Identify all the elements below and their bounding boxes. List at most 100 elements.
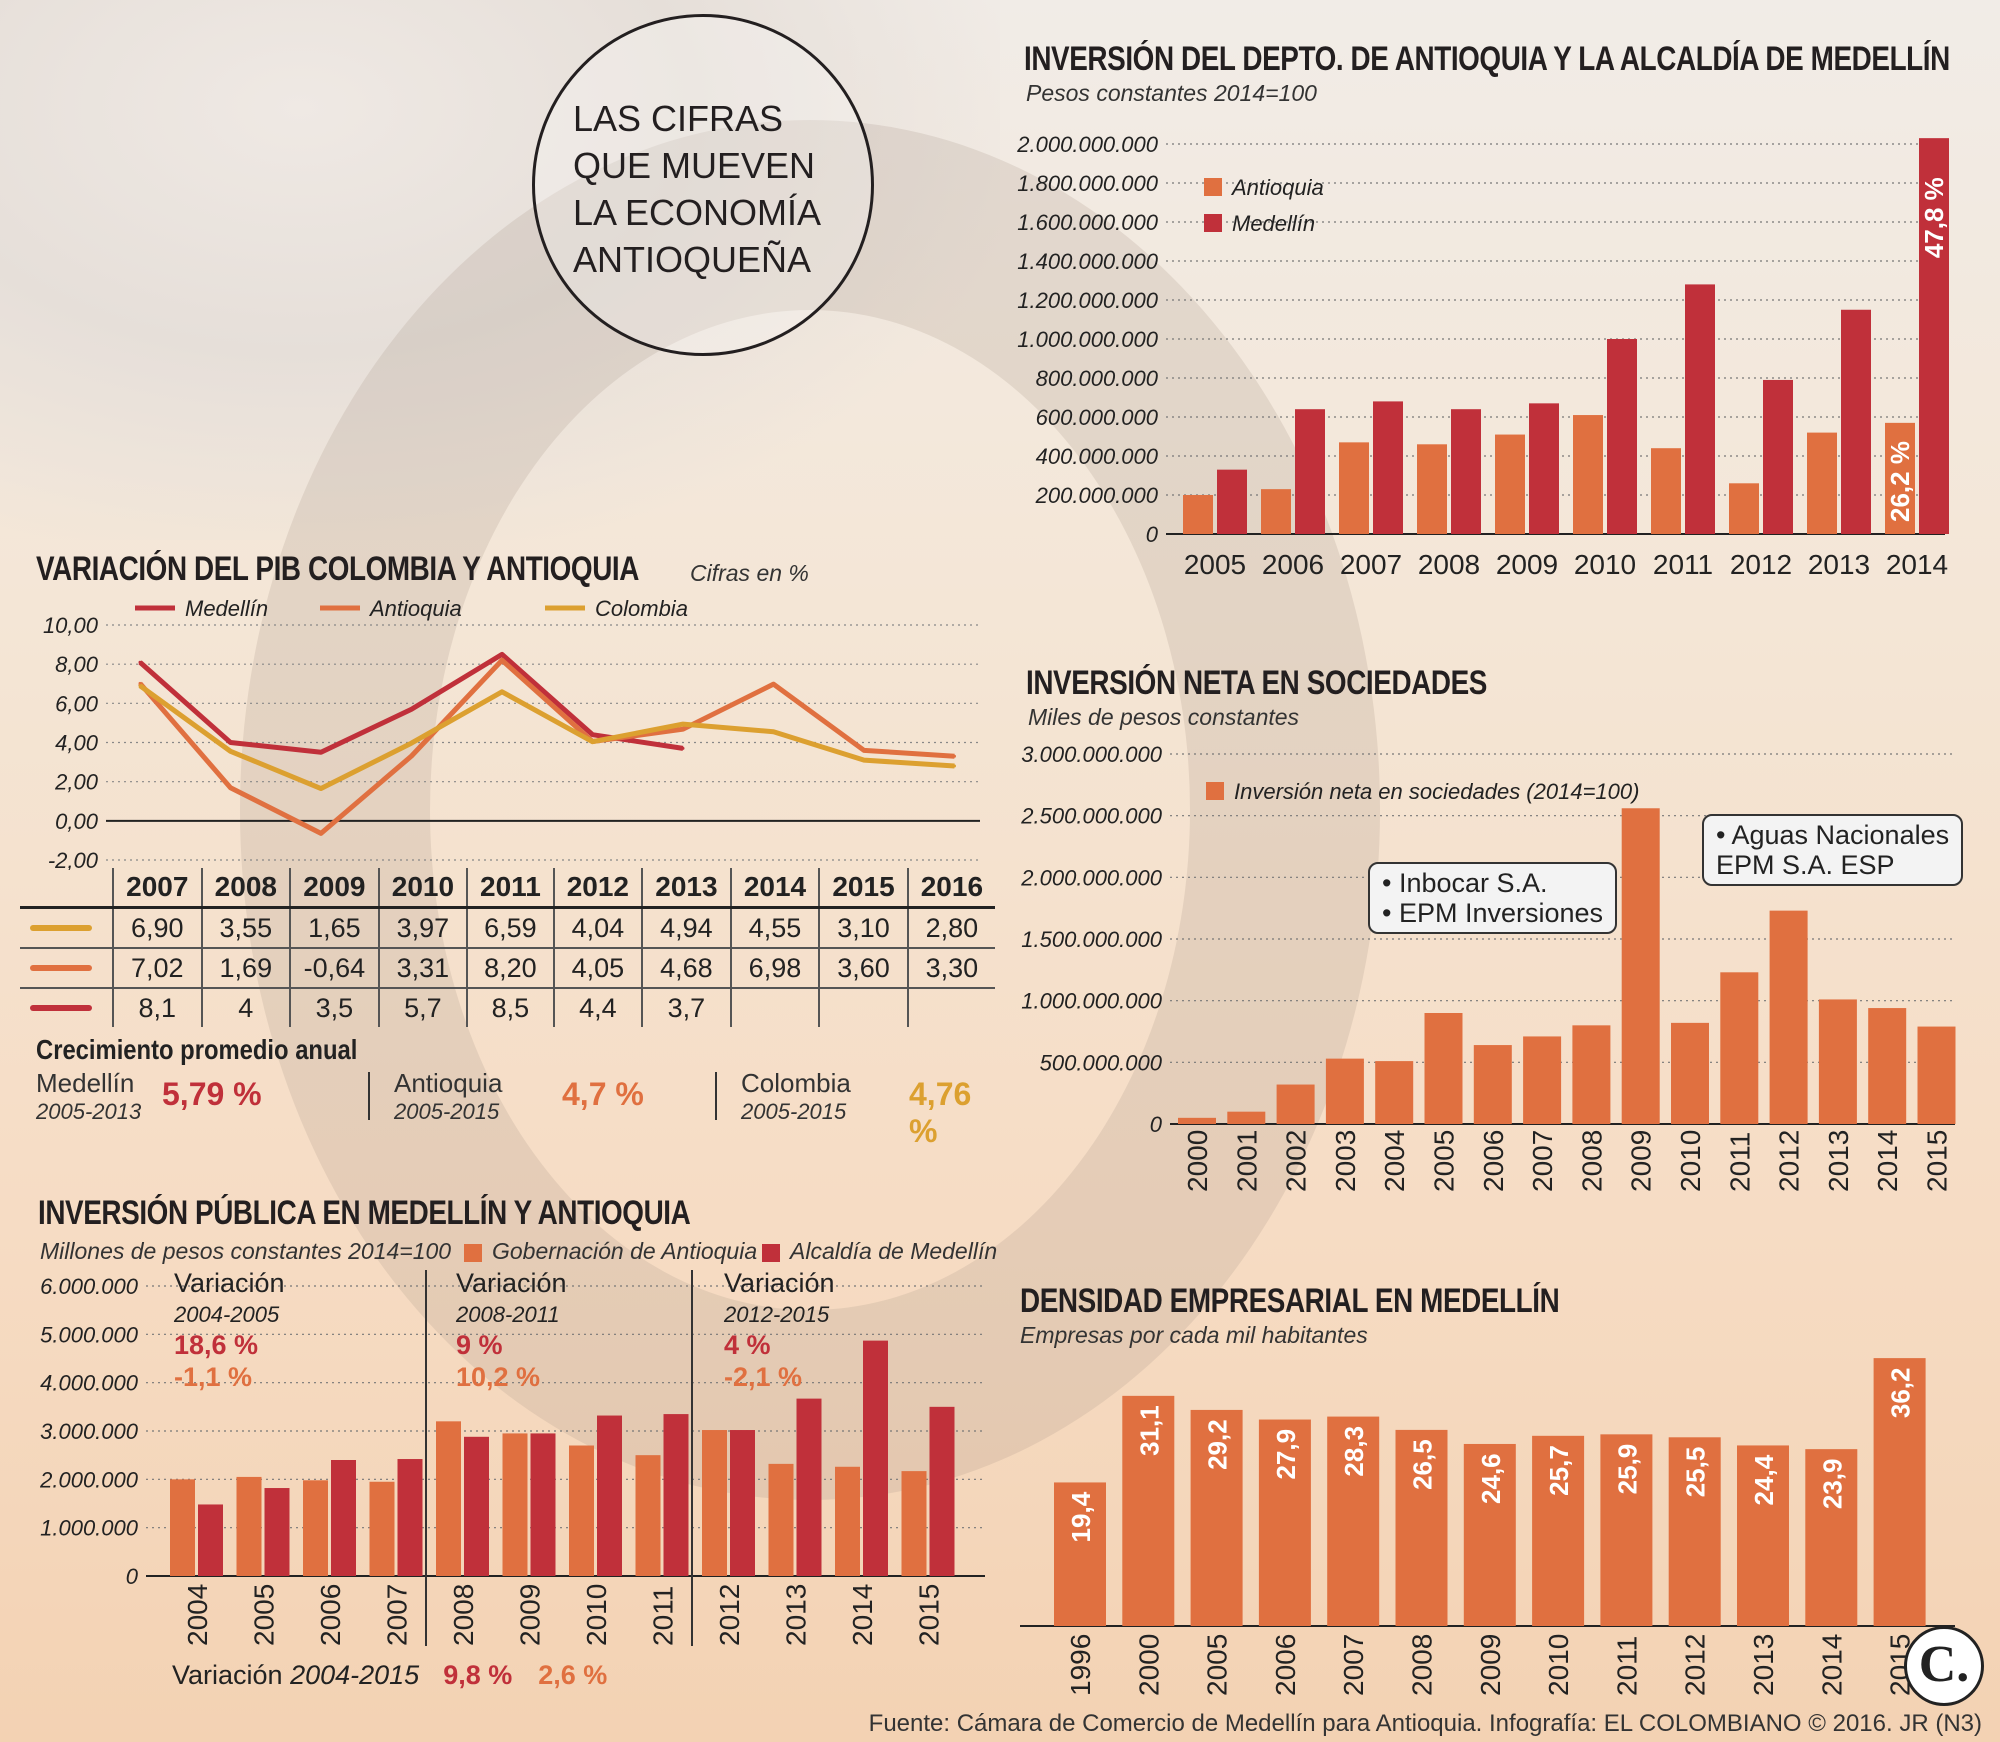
- pib-row-swatch-line: [30, 965, 92, 971]
- callout-line: • Aguas Nacionales: [1716, 820, 1950, 850]
- depto-y-tick: 1.200.000.000: [1017, 288, 1158, 313]
- pib-table-cell: 4: [200, 988, 291, 1027]
- pib-y-tick: 2,00: [54, 770, 99, 795]
- pib-table-cell: 8,1: [112, 988, 202, 1027]
- callout-line: EPM S.A. ESP: [1716, 850, 1895, 880]
- publica-bar-alcaldia: [331, 1460, 356, 1576]
- densidad-bar: [1463, 1443, 1516, 1626]
- publica-x-label: 2004: [182, 1584, 213, 1646]
- pib-table-cell: 1,65: [289, 907, 379, 949]
- publica-variation-label: Variación: [724, 1270, 835, 1298]
- neta-x-label: 2008: [1576, 1130, 1607, 1192]
- pib-point: [319, 787, 323, 791]
- pib-table-year: 2014: [729, 868, 820, 909]
- depto-y-tick: 1.600.000.000: [1017, 210, 1158, 235]
- publica-x-label: 2009: [515, 1584, 546, 1646]
- publica-bar-gobernacion: [768, 1463, 794, 1576]
- pib-table-cell: 3,31: [377, 948, 468, 989]
- densidad-bar: [1190, 1409, 1243, 1626]
- densidad-bar-label: 29,2: [1203, 1419, 1233, 1470]
- pib-point: [862, 748, 866, 752]
- publica-x-label: 2014: [847, 1584, 878, 1646]
- pib-point: [681, 746, 685, 750]
- depto-subtitle: Pesos constantes 2014=100: [1026, 80, 1317, 106]
- densidad-x-label: 2005: [1202, 1634, 1233, 1696]
- el-colombiano-logo: C.: [1904, 1626, 1984, 1706]
- pib-title: VARIACIÓN DEL PIB COLOMBIA Y ANTIOQUIA: [36, 550, 639, 588]
- pib-point: [953, 764, 956, 768]
- depto-y-tick: 1.400.000.000: [1017, 249, 1158, 274]
- densidad-x-label: 2012: [1680, 1634, 1711, 1696]
- pib-legend-label: Medellín: [185, 596, 268, 621]
- depto-legend-label: Antioquia: [1230, 175, 1324, 200]
- depto-bar-medellin: [1529, 403, 1559, 534]
- neta-y-tick: 2.500.000.000: [1020, 804, 1162, 829]
- neta-title: INVERSIÓN NETA EN SOCIEDADES: [1026, 664, 1488, 702]
- densidad-bar: [1532, 1435, 1585, 1626]
- neta-x-label: 2012: [1774, 1130, 1805, 1192]
- publica-bar-alcaldia: [796, 1398, 822, 1576]
- pib-series-line-antioquia: [138, 657, 955, 836]
- publica-title: INVERSIÓN PÚBLICA EN MEDELLÍN Y ANTIOQUI…: [38, 1194, 691, 1232]
- densidad-bar: [1258, 1419, 1311, 1626]
- publica-bar-gobernacion: [635, 1455, 661, 1576]
- densidad-bar: [1873, 1358, 1926, 1626]
- densidad-x-label: 2014: [1816, 1634, 1847, 1696]
- depto-y-tick: 1.000.000.000: [1017, 327, 1158, 352]
- depto-y-tick: 600.000.000: [1036, 405, 1159, 430]
- neta-bar: [1424, 1013, 1463, 1124]
- pib-y-tick: 4,00: [55, 731, 99, 756]
- densidad-bar-label: 31,1: [1134, 1405, 1164, 1456]
- depto-y-tick: 200.000.000: [1035, 483, 1159, 508]
- publica-x-label: 2011: [648, 1586, 679, 1646]
- pib-point: [138, 681, 142, 685]
- neta-x-label: 2005: [1429, 1130, 1460, 1192]
- publica-bar-alcaldia: [464, 1436, 489, 1576]
- pib-y-tick: -2,00: [48, 848, 99, 870]
- pib-table-year: 2009: [289, 868, 379, 909]
- growth-period: 2005-2015: [741, 1099, 847, 1124]
- legend-label-gobernacion: Gobernación de Antioquia: [492, 1238, 758, 1264]
- publica-variation-period: 2004-2005: [173, 1302, 280, 1327]
- publica-variation-label: Variación: [456, 1270, 567, 1298]
- pib-point: [229, 786, 232, 790]
- pib-table-cell: 1,69: [200, 948, 291, 989]
- neta-bar: [1720, 972, 1759, 1124]
- depto-bar-antioquia: [1573, 415, 1603, 534]
- pib-point: [500, 652, 504, 656]
- pib-table-cell: 3,5: [289, 988, 379, 1027]
- pib-point: [953, 754, 956, 758]
- pib-table-corner: [20, 868, 113, 909]
- publica-y-tick: 0: [126, 1564, 139, 1589]
- densidad-x-label: 2007: [1338, 1634, 1369, 1696]
- neta-x-label: 2013: [1823, 1130, 1854, 1192]
- depto-bar-medellin: [1919, 138, 1949, 534]
- total-variation-period: 2004-2015: [290, 1660, 420, 1690]
- depto-y-tick: 400.000.000: [1036, 444, 1159, 469]
- pib-table-cell: 4,55: [729, 907, 820, 949]
- neta-x-label: 2007: [1527, 1130, 1558, 1192]
- depto-bar-medellin: [1763, 379, 1793, 534]
- pib-point: [410, 741, 413, 745]
- pib-series-line-colombia: [138, 683, 955, 792]
- publica-bar-gobernacion: [702, 1430, 727, 1576]
- pib-table-cell: [729, 988, 820, 1027]
- depto-bar-medellin: [1373, 401, 1403, 534]
- publica-bar-gobernacion: [569, 1445, 594, 1576]
- publica-variation-period: 2012-2015: [723, 1302, 830, 1327]
- densidad-x-label: 2008: [1407, 1634, 1438, 1696]
- densidad-x-label: 2011: [1611, 1636, 1642, 1696]
- neta-y-tick: 1.000.000.000: [1021, 989, 1162, 1014]
- pib-point: [681, 727, 685, 731]
- total-variation-label: Variación: [172, 1660, 291, 1690]
- publica-x-label: 2013: [781, 1584, 812, 1646]
- depto-y-tick: 1.800.000.000: [1017, 171, 1158, 196]
- depto-bar-antioquia: [1651, 448, 1681, 534]
- neta-bar: [1818, 999, 1857, 1124]
- publica-x-label: 2010: [581, 1584, 612, 1646]
- pib-point: [772, 730, 775, 734]
- pib-table-row: 7,02 1,69 -0,64 3,31 8,20 4,05 4,68 6,98 3,60 3,3…: [20, 948, 995, 989]
- legend-swatch-gobernacion: [464, 1243, 482, 1262]
- growth-value: 4,7 %: [562, 1076, 644, 1112]
- publica-legend-1: Gobernación de Antioquia: [464, 1238, 757, 1265]
